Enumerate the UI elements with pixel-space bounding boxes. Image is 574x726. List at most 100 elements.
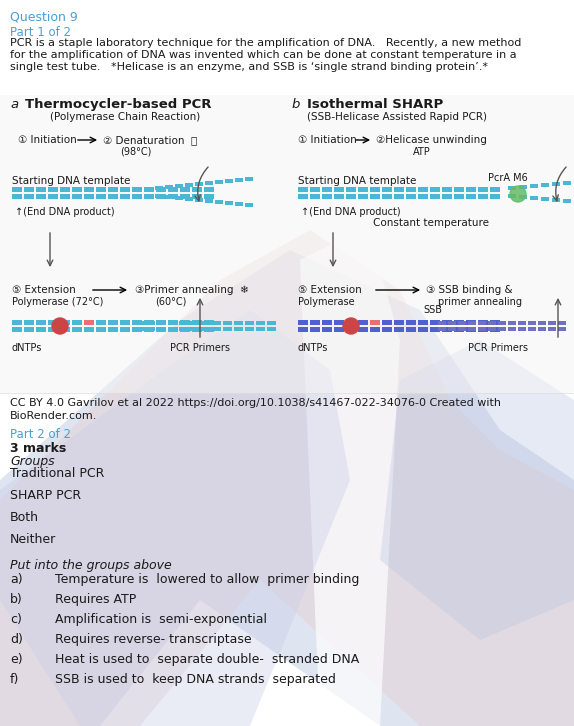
Bar: [201, 321, 210, 325]
Circle shape: [343, 318, 359, 334]
Bar: [168, 320, 178, 325]
Bar: [201, 327, 210, 331]
Bar: [442, 327, 452, 332]
Bar: [478, 327, 486, 331]
Bar: [418, 320, 428, 325]
Bar: [394, 187, 404, 192]
Text: dNTPs: dNTPs: [298, 343, 328, 353]
Bar: [310, 187, 320, 192]
Bar: [563, 199, 571, 203]
Bar: [84, 187, 94, 192]
Bar: [192, 320, 202, 325]
Text: dNTPs: dNTPs: [12, 343, 42, 353]
Text: Requires ATP: Requires ATP: [55, 593, 136, 606]
Bar: [223, 321, 232, 325]
Text: SSB: SSB: [423, 305, 442, 315]
Bar: [72, 320, 82, 325]
Bar: [245, 321, 254, 325]
Text: Polymerase (72°C): Polymerase (72°C): [12, 297, 103, 307]
Text: PCR is a staple laboratory technique for the amplification of DNA.   Recently, a: PCR is a staple laboratory technique for…: [10, 38, 521, 48]
Bar: [96, 327, 106, 332]
Bar: [298, 187, 308, 192]
Bar: [541, 197, 549, 201]
Bar: [84, 320, 94, 325]
Bar: [358, 327, 368, 332]
Polygon shape: [300, 240, 400, 726]
Bar: [334, 187, 344, 192]
Bar: [310, 194, 320, 199]
Bar: [346, 194, 356, 199]
Bar: [24, 194, 34, 199]
Bar: [370, 320, 380, 325]
Bar: [334, 194, 344, 199]
Bar: [180, 187, 190, 192]
Bar: [175, 184, 183, 188]
Bar: [156, 327, 166, 332]
Bar: [84, 194, 94, 199]
Bar: [267, 327, 276, 331]
Bar: [548, 321, 556, 325]
Text: (Polymerase Chain Reaction): (Polymerase Chain Reaction): [50, 112, 200, 122]
Bar: [48, 320, 58, 325]
Bar: [454, 320, 464, 325]
Text: ① Initiation: ① Initiation: [18, 135, 77, 145]
Bar: [212, 327, 221, 331]
Text: Temperature is  lowered to allow  primer binding: Temperature is lowered to allow primer b…: [55, 573, 359, 586]
Bar: [108, 327, 118, 332]
Bar: [538, 327, 546, 331]
Bar: [518, 321, 526, 325]
Bar: [205, 199, 213, 203]
Bar: [165, 185, 173, 189]
Bar: [120, 327, 130, 332]
Bar: [518, 327, 526, 331]
Bar: [185, 197, 193, 201]
Bar: [192, 327, 202, 332]
Bar: [179, 327, 188, 331]
Text: primer annealing: primer annealing: [438, 297, 522, 307]
Text: Polymerase: Polymerase: [298, 297, 355, 307]
Text: f): f): [10, 673, 20, 686]
Bar: [468, 321, 476, 325]
Bar: [298, 320, 308, 325]
Text: Constant temperature: Constant temperature: [373, 218, 489, 228]
Bar: [322, 320, 332, 325]
Bar: [563, 181, 571, 185]
Bar: [120, 320, 130, 325]
Text: ⑤ Extension: ⑤ Extension: [12, 285, 76, 295]
Bar: [72, 194, 82, 199]
Bar: [382, 194, 392, 199]
Bar: [346, 187, 356, 192]
Bar: [490, 187, 500, 192]
Bar: [528, 327, 536, 331]
Bar: [212, 321, 221, 325]
Bar: [132, 327, 142, 332]
Bar: [438, 327, 446, 331]
Bar: [490, 320, 500, 325]
Bar: [430, 327, 440, 332]
Text: c): c): [10, 613, 22, 626]
Bar: [310, 320, 320, 325]
Text: ② Denaturation  🔥: ② Denaturation 🔥: [103, 135, 197, 145]
Text: b: b: [292, 98, 300, 111]
Bar: [96, 194, 106, 199]
Text: ↑(End DNA product): ↑(End DNA product): [15, 207, 115, 217]
Text: a): a): [10, 573, 22, 586]
Text: Traditional PCR: Traditional PCR: [10, 467, 104, 480]
Text: for the amplification of DNA was invented which can be done at constant temperat: for the amplification of DNA was invente…: [10, 50, 517, 60]
Bar: [96, 320, 106, 325]
Text: PCR Primers: PCR Primers: [170, 343, 230, 353]
Bar: [466, 327, 476, 332]
Text: BioRender.com.: BioRender.com.: [10, 411, 98, 421]
Bar: [108, 320, 118, 325]
Bar: [157, 321, 166, 325]
Text: PCR Primers: PCR Primers: [468, 343, 528, 353]
Bar: [120, 194, 130, 199]
Bar: [192, 194, 202, 199]
Bar: [418, 327, 428, 332]
Bar: [108, 194, 118, 199]
Bar: [454, 194, 464, 199]
Bar: [144, 320, 154, 325]
Bar: [144, 187, 154, 192]
Bar: [132, 320, 142, 325]
Text: SHARP PCR: SHARP PCR: [10, 489, 81, 502]
